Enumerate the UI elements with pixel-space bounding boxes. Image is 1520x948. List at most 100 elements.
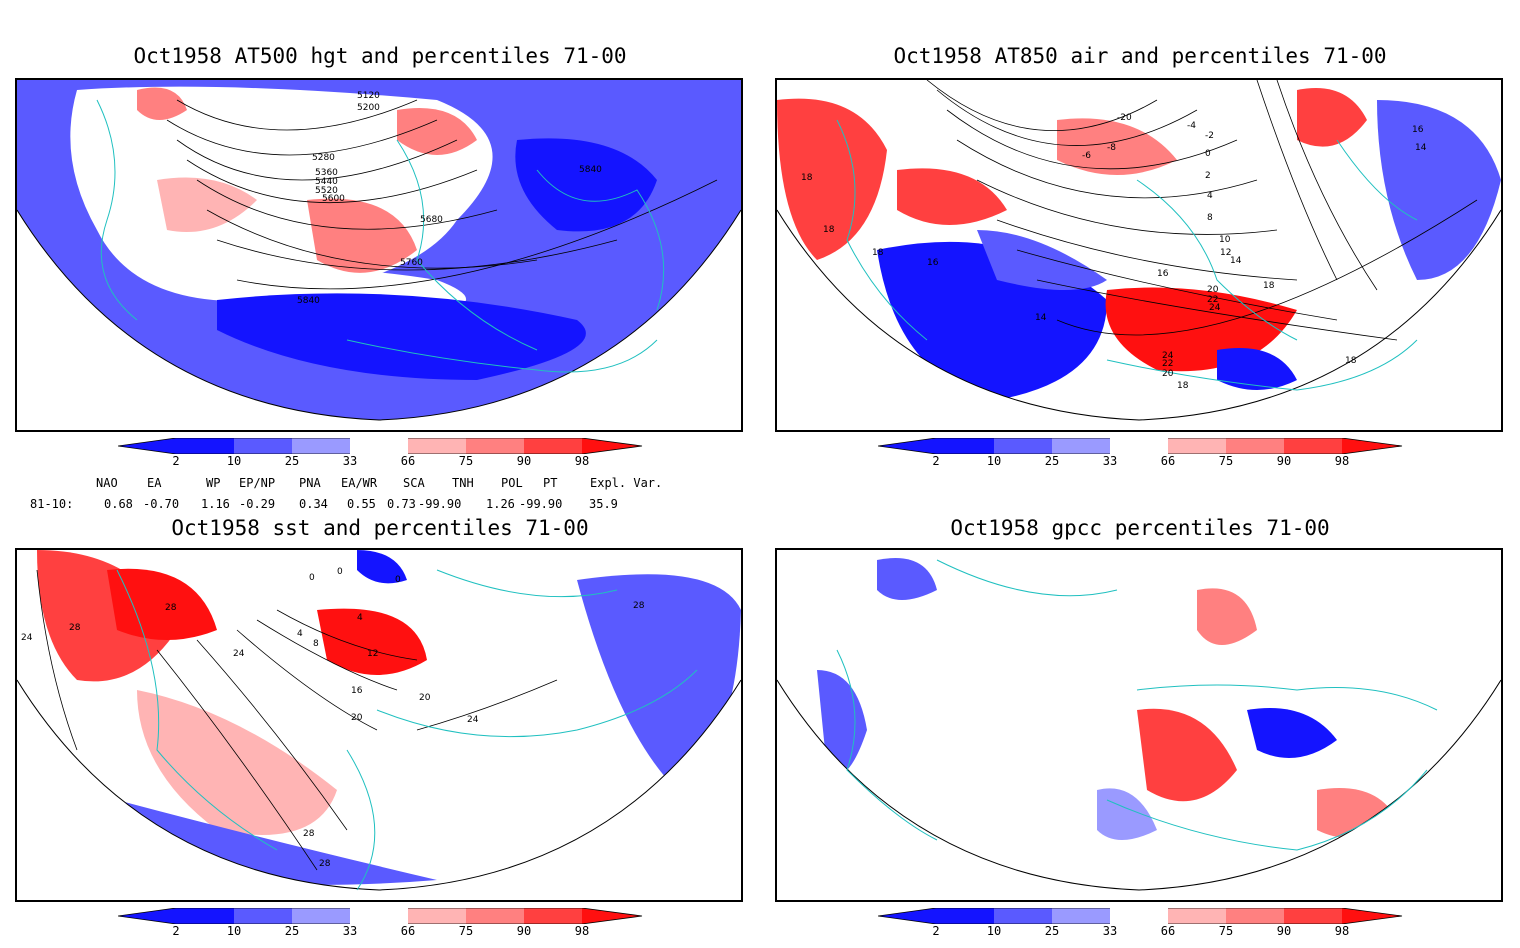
coastlines (116, 569, 698, 891)
map-panel-gpcc (775, 548, 1503, 902)
colorbar-tick: 25 (1044, 924, 1060, 938)
colorbar-tick: 90 (516, 454, 532, 468)
contour-label: -20 (1117, 113, 1132, 123)
panel-title-sst: Oct1958 sst and percentiles 71-00 (171, 516, 589, 540)
contour-label: 28 (633, 601, 645, 611)
contour-label: 18 (823, 225, 835, 235)
cold-edge (977, 230, 1107, 290)
contour-label: 5600 (322, 194, 345, 204)
dry-south (1097, 788, 1157, 840)
contour-label: 16 (351, 686, 363, 696)
warm-north-sea (317, 608, 427, 675)
contour-label: 24 (21, 633, 33, 643)
colorbar-tick: 33 (342, 454, 358, 468)
contour-label: 24 (467, 715, 479, 725)
colorbar-tick: 66 (1160, 924, 1176, 938)
cold-north (357, 550, 407, 584)
index-header: POL (501, 476, 523, 490)
contour-label: 0 (337, 567, 343, 577)
index-value: -99.90 (519, 497, 563, 511)
colorbar-tick: 75 (458, 924, 474, 938)
colorbar-tick: 98 (1334, 924, 1350, 938)
contour-label: 28 (165, 603, 177, 613)
contour-label: 5680 (420, 215, 443, 225)
contours-hgt (166, 99, 718, 290)
contour-label: 14 (1035, 313, 1047, 323)
contour-label: 4 (297, 629, 303, 639)
contour-label: -2 (1205, 131, 1214, 141)
contour-label: 28 (303, 829, 315, 839)
index-header: EP/NP (239, 476, 276, 490)
index-value: 0.55 (347, 497, 376, 511)
contour-label: 18 (1177, 381, 1189, 391)
colorbar-tick: 10 (226, 924, 242, 938)
colorbar-tick: 2 (172, 454, 180, 468)
colorbar-scale (117, 437, 643, 455)
contour-label: 8 (313, 639, 319, 649)
warm-ne (1297, 88, 1367, 147)
contour-label: 2 (1205, 171, 1211, 181)
coastlines (96, 99, 665, 373)
colorbar-tick: 10 (226, 454, 242, 468)
colorbar-tick: 25 (284, 924, 300, 938)
index-row-label: 81-10: (30, 497, 74, 511)
colorbar-tick: 10 (986, 454, 1002, 468)
contour-label: 5760 (400, 258, 423, 268)
index-header: PT (543, 476, 558, 490)
map-panel-sst: 0 0 0 4 4 8 12 16 20 24 24 24 28 28 28 2… (15, 548, 743, 902)
warm-west (777, 98, 887, 260)
contour-label: 24 (1209, 303, 1221, 313)
coastlines (836, 559, 1438, 851)
dry-east (1247, 708, 1337, 758)
contour-label: 5840 (297, 296, 320, 306)
map-panel-hgt: 5120 5200 5280 5360 5440 5520 5600 5680 … (15, 78, 743, 432)
contour-labels-air: -20 -8 -6 -4 -2 0 2 4 8 10 12 14 14 16 1… (801, 113, 1427, 391)
contour-label: 5360 (315, 168, 338, 178)
contour-label: 22 (1162, 359, 1173, 369)
contour-label: 18 (801, 173, 813, 183)
contour-label: 0 (309, 573, 315, 583)
colorbar-tick: 75 (1218, 924, 1234, 938)
contour-label: 5840 (579, 165, 602, 175)
contour-label: 28 (69, 623, 81, 633)
contour-labels-hgt: 5120 5200 5280 5360 5440 5520 5600 5680 … (297, 91, 602, 306)
colorbar-top-left: 2 10 25 33 66 75 90 98 (117, 437, 648, 478)
colorbar-tick: 66 (1160, 454, 1176, 468)
high-north (397, 108, 477, 155)
high-nw (137, 87, 187, 120)
contour-labels-sst: 0 0 0 4 4 8 12 16 20 24 24 24 28 28 28 2… (21, 567, 645, 869)
contour-label: 20 (351, 713, 363, 723)
contour-label: 16 (927, 258, 939, 268)
contour-label: 8 (1207, 213, 1213, 223)
colorbar-tick: 90 (516, 924, 532, 938)
colorbar-tick: 10 (986, 924, 1002, 938)
warm-north (1057, 118, 1177, 175)
contour-label: 5120 (357, 91, 380, 101)
contour-label: 24 (1162, 351, 1174, 361)
contour-label: 20 (1207, 285, 1219, 295)
colorbar-top-right: 2 10 25 33 66 75 90 98 (877, 437, 1408, 478)
contour-label: 14 (1230, 256, 1242, 266)
colorbar-tick: 2 (172, 924, 180, 938)
high-center (307, 198, 417, 273)
warm-band (137, 690, 337, 835)
contour-label: 10 (1219, 235, 1231, 245)
panel-title-air: Oct1958 AT850 air and percentiles 71-00 (893, 44, 1387, 68)
colorbar-scale (117, 907, 643, 925)
contour-label: 18 (1263, 281, 1275, 291)
contours-air (926, 80, 1478, 341)
wet-sahel (1137, 708, 1237, 802)
contour-label: 5200 (357, 103, 380, 113)
contour-label: 5280 (312, 153, 335, 163)
index-value: -0.70 (143, 497, 180, 511)
map-air: -20 -8 -6 -4 -2 0 2 4 8 10 12 14 14 16 1… (777, 80, 1501, 421)
colorbar-tick: 2 (932, 454, 940, 468)
contour-label: 0 (1205, 149, 1211, 159)
cold-south (1217, 348, 1297, 390)
colorbar-tick: 2 (932, 924, 940, 938)
warm-mid (897, 168, 1007, 225)
index-header: NAO (96, 476, 118, 490)
map-edge (777, 209, 1501, 421)
contour-label: 4 (357, 613, 363, 623)
map-edge (17, 679, 741, 891)
